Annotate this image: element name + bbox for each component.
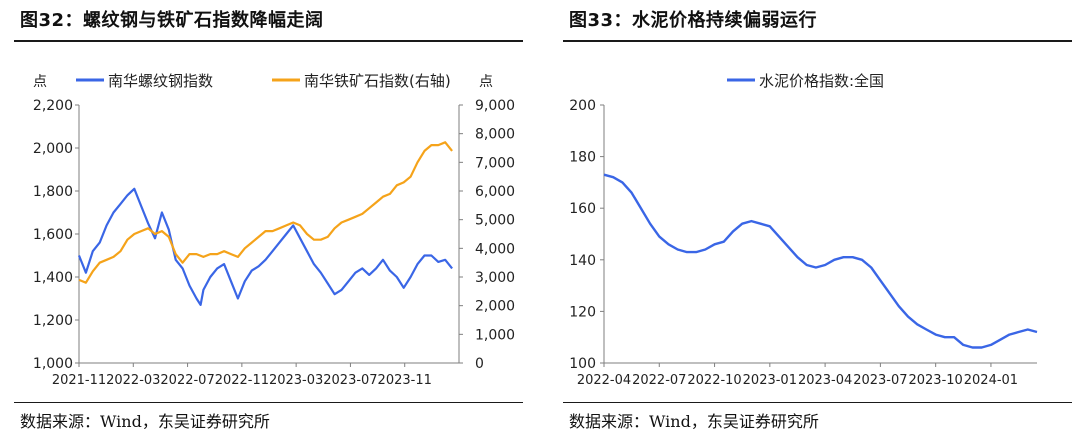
panel-rebar-iron-ore: 图32：螺纹钢与铁矿石指数降幅走阔 1,000 1,200 1,400 1,600 1,… <box>0 0 531 441</box>
y-right-tick-label: 6,000 <box>475 184 515 200</box>
y-right-tick-label: 3,000 <box>475 270 515 286</box>
y-tick-label: 100 <box>569 356 596 372</box>
chart-title: 图33：水泥价格持续偏弱运行 <box>569 10 818 31</box>
y-tick-label: 180 <box>569 150 596 166</box>
x-tick-label: 2023-03 <box>269 373 323 388</box>
y-right-tick-label: 5,000 <box>475 213 515 229</box>
title-divider <box>563 40 1072 42</box>
x-tick-label: 2022-07 <box>160 373 214 388</box>
title-divider <box>14 40 523 42</box>
source-divider <box>563 402 1072 403</box>
legend-label-iron-ore: 南华铁矿石指数(右轴) <box>304 72 451 90</box>
y-right-tick-label: 4,000 <box>475 241 515 257</box>
y-left-tick-label: 2,200 <box>33 98 73 114</box>
legend-label-rebar: 南华螺纹钢指数 <box>108 72 213 90</box>
y-left-tick-label: 1,000 <box>33 356 73 372</box>
x-tick-label: 2023-04 <box>798 373 852 388</box>
series-line-rebar <box>77 187 453 306</box>
series-line-cement <box>603 173 1038 349</box>
x-tick-label: 2022-10 <box>687 373 741 388</box>
source-note: 数据来源：Wind，东吴证券研究所 <box>20 412 270 431</box>
y-right-tick-label: 2,000 <box>475 299 515 315</box>
x-tick-label: 2022-11 <box>215 373 269 388</box>
legend-label-cement: 水泥价格指数:全国 <box>759 72 884 90</box>
panel-cement: 图33：水泥价格持续偏弱运行 100 120 140 160 180 200 2022-04… <box>549 0 1080 441</box>
y-left-tick-label: 1,800 <box>33 184 73 200</box>
y-right-tick-label: 1,000 <box>475 327 515 343</box>
x-tick-label: 2023-11 <box>378 373 432 388</box>
y-right-tick-label: 9,000 <box>475 98 515 114</box>
x-tick-label: 2022-04 <box>577 373 631 388</box>
series-line-iron-ore <box>78 141 453 284</box>
y-right-tick-label: 0 <box>475 356 484 372</box>
y-tick-label: 200 <box>569 98 596 114</box>
x-tick-label: 2024-01 <box>964 373 1018 388</box>
y-right-tick-label: 8,000 <box>475 127 515 143</box>
x-tick-label: 2023-01 <box>743 373 797 388</box>
y-tick-label: 120 <box>569 304 596 320</box>
x-tick-label: 2021-11 <box>52 373 106 388</box>
x-tick-label: 2023-07 <box>853 373 907 388</box>
y-left-tick-label: 1,600 <box>33 227 73 243</box>
y-right-unit: 点 <box>479 74 493 90</box>
y-left-tick-label: 2,000 <box>33 141 73 157</box>
source-note: 数据来源：Wind，东吴证券研究所 <box>569 412 819 431</box>
y-left-tick-label: 1,200 <box>33 313 73 329</box>
chart-rebar-iron-ore: 1,000 1,200 1,400 1,600 1,800 2,000 2,200 0 1,00… <box>33 72 515 388</box>
y-right-tick-label: 7,000 <box>475 155 515 171</box>
x-tick-label: 2023-07 <box>323 373 377 388</box>
y-tick-label: 140 <box>569 253 596 269</box>
x-tick-label: 2022-07 <box>632 373 686 388</box>
x-tick-label: 2023-10 <box>908 373 962 388</box>
source-divider <box>14 402 523 403</box>
y-left-tick-label: 1,400 <box>33 270 73 286</box>
y-left-unit: 点 <box>33 74 47 90</box>
chart-title: 图32：螺纹钢与铁矿石指数降幅走阔 <box>20 10 324 31</box>
y-tick-label: 160 <box>569 201 596 217</box>
x-tick-label: 2022-03 <box>106 373 160 388</box>
